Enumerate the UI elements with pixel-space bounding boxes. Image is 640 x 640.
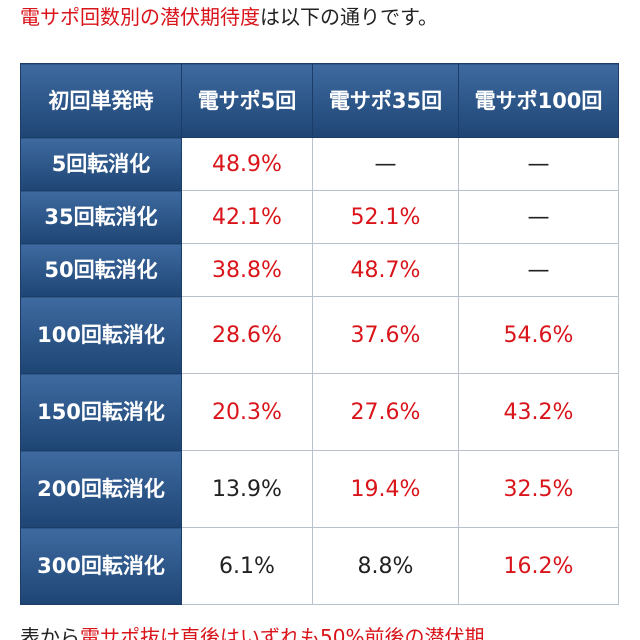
- row-header: 5回転消化: [20, 137, 182, 191]
- table-cell: 52.1%: [312, 190, 459, 244]
- table-row: 100回転消化 28.6% 37.6% 54.6%: [20, 296, 619, 374]
- footer-highlight: 電サポ抜け直後はいずれも50%前後の潜伏期: [80, 625, 485, 640]
- table-cell: 28.6%: [181, 296, 313, 374]
- table-cell: 6.1%: [181, 527, 313, 605]
- table-cell: —: [458, 243, 619, 297]
- column-header: 電サポ5回: [181, 63, 313, 138]
- row-header: 35回転消化: [20, 190, 182, 244]
- table-cell: 8.8%: [312, 527, 459, 605]
- row-header: 300回転消化: [20, 527, 182, 605]
- latent-probability-table: 初回単発時 電サポ5回 電サポ35回 電サポ100回 5回転消化 48.9% —…: [20, 63, 619, 605]
- row-header: 150回転消化: [20, 373, 182, 451]
- footer-text: 表から電サポ抜け直後はいずれも50%前後の潜伏期: [20, 622, 640, 640]
- row-header: 200回転消化: [20, 450, 182, 528]
- table-row: 5回転消化 48.9% — —: [20, 137, 619, 191]
- intro-text: 電サポ回数別の潜伏期待度は以下の通りです。: [20, 2, 630, 32]
- table-cell: 20.3%: [181, 373, 313, 451]
- table-cell: 19.4%: [312, 450, 459, 528]
- table-cell: 37.6%: [312, 296, 459, 374]
- table-cell: 43.2%: [458, 373, 619, 451]
- intro-rest: は以下の通りです。: [260, 5, 438, 29]
- table-cell: —: [312, 137, 459, 191]
- table-cell: —: [458, 137, 619, 191]
- table-cell: 13.9%: [181, 450, 313, 528]
- table-row: 50回転消化 38.8% 48.7% —: [20, 243, 619, 297]
- row-header: 100回転消化: [20, 296, 182, 374]
- corner-header: 初回単発時: [20, 63, 182, 138]
- table-row: 300回転消化 6.1% 8.8% 16.2%: [20, 527, 619, 605]
- table-cell: —: [458, 190, 619, 244]
- intro-highlight: 電サポ回数別の潜伏期待度: [20, 5, 260, 29]
- row-header: 50回転消化: [20, 243, 182, 297]
- table-cell: 16.2%: [458, 527, 619, 605]
- table-cell: 48.9%: [181, 137, 313, 191]
- table-cell: 48.7%: [312, 243, 459, 297]
- footer-lead: 表から: [20, 625, 80, 640]
- column-header: 電サポ35回: [312, 63, 459, 138]
- table-cell: 54.6%: [458, 296, 619, 374]
- table-cell: 42.1%: [181, 190, 313, 244]
- table-cell: 32.5%: [458, 450, 619, 528]
- column-header: 電サポ100回: [458, 63, 619, 138]
- table-cell: 27.6%: [312, 373, 459, 451]
- table-row: 200回転消化 13.9% 19.4% 32.5%: [20, 450, 619, 528]
- table-cell: 38.8%: [181, 243, 313, 297]
- header-row: 初回単発時 電サポ5回 電サポ35回 電サポ100回: [20, 63, 619, 138]
- table-row: 35回転消化 42.1% 52.1% —: [20, 190, 619, 244]
- table-row: 150回転消化 20.3% 27.6% 43.2%: [20, 373, 619, 451]
